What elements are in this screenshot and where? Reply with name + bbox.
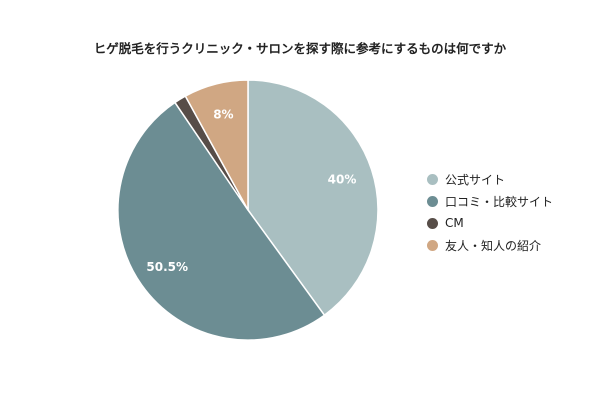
legend-item-2: CM bbox=[427, 212, 553, 234]
legend: 公式サイト口コミ・比較サイト CM 友人・知人の紹介 bbox=[427, 168, 553, 256]
slice-value-label-3: 8% bbox=[213, 107, 233, 121]
legend-swatch-3 bbox=[427, 239, 438, 251]
legend-label-1: 口コミ・比較サイト bbox=[445, 194, 554, 209]
chart-title: ヒゲ脱毛を行うクリニック・サロンを探す際に参考にするものは何ですか bbox=[93, 41, 507, 56]
legend-item-0: 公式サイト bbox=[427, 168, 553, 190]
slice-value-label-0: 40% bbox=[328, 173, 357, 187]
slice-value-label-1: 50.5% bbox=[146, 260, 188, 274]
legend-item-1: 口コミ・比較サイト bbox=[427, 190, 553, 212]
legend-label-2: CM bbox=[445, 216, 464, 230]
pie-slice-3 bbox=[184, 79, 249, 211]
legend-swatch-0 bbox=[427, 173, 438, 185]
legend-swatch-1 bbox=[427, 195, 438, 207]
legend-swatch-2 bbox=[427, 217, 438, 229]
pie-slice-1 bbox=[117, 101, 326, 341]
legend-label-0: 公式サイト bbox=[445, 172, 506, 187]
pie-slice-0 bbox=[247, 79, 379, 317]
legend-label-3: 友人・知人の紹介 bbox=[445, 238, 542, 253]
legend-item-3: 友人・知人の紹介 bbox=[427, 234, 553, 256]
